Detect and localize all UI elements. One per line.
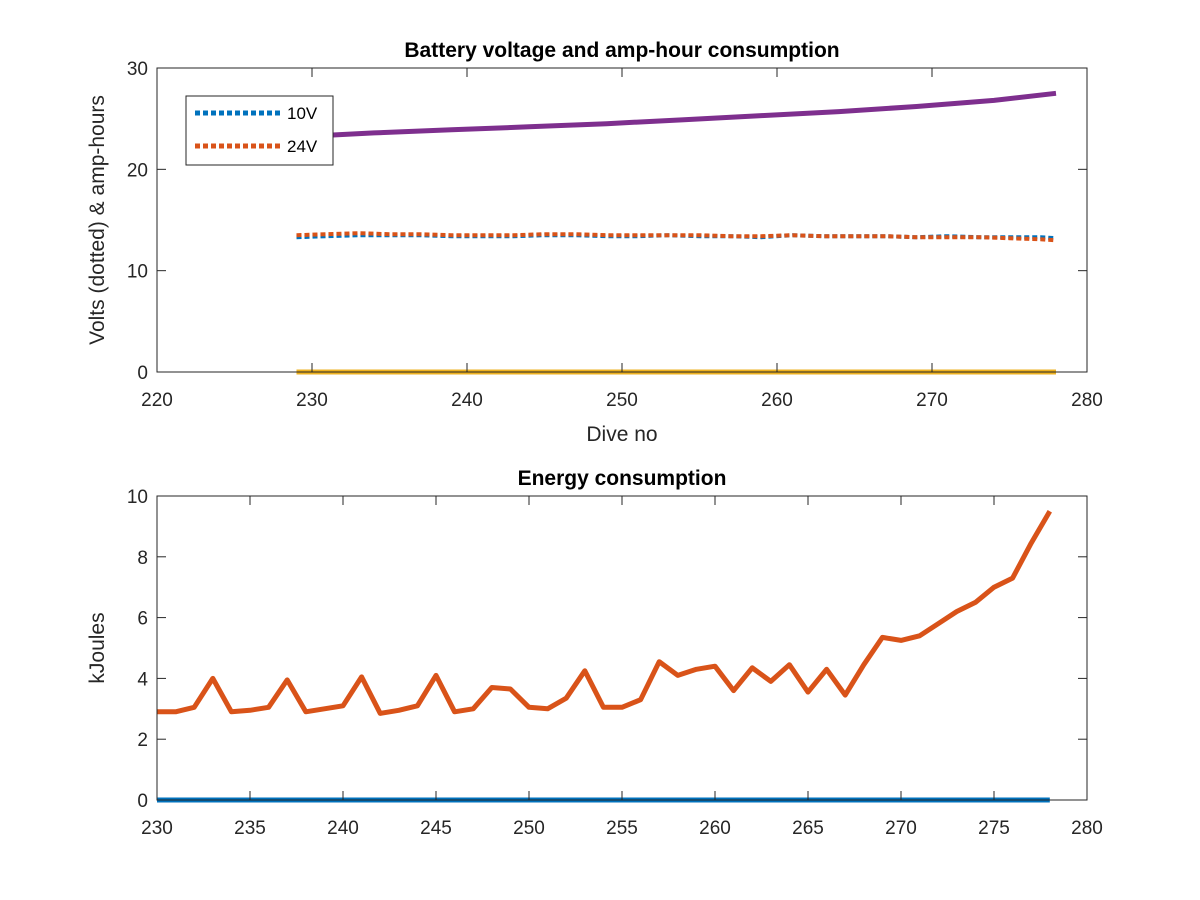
bottom-y-tick-label: 0 bbox=[137, 791, 148, 812]
top-series-line-2 bbox=[296, 90, 1057, 140]
top-y-axis-label: Volts (dotted) & amp-hours bbox=[86, 95, 109, 345]
bottom-y-tick-label: 8 bbox=[137, 548, 148, 569]
voltage-amphour-panel: 220 230 240 250 260 270 280 0 10 20 30 Battery vol… bbox=[86, 39, 1103, 446]
top-x-tick-label: 220 bbox=[141, 390, 173, 411]
legend: 10V 24V bbox=[185, 95, 334, 166]
bottom-y-axis-label: kJoules bbox=[86, 612, 109, 683]
bottom-y-tick-label: 10 bbox=[127, 487, 148, 508]
top-y-tick-label: 20 bbox=[127, 160, 148, 181]
top-x-tick-label: 240 bbox=[451, 390, 483, 411]
bottom-y-tick-label: 2 bbox=[137, 730, 148, 751]
bottom-y-tick-label: 4 bbox=[137, 669, 148, 690]
top-chart-title: Battery voltage and amp-hour consumption bbox=[404, 39, 839, 62]
bottom-ticks-group: 230 235 240 245 250 255 260 265 270 275 280 0 2 4 6 8 10 bbox=[127, 487, 1103, 839]
bottom-plot-area bbox=[157, 496, 1087, 800]
bottom-x-tick-label: 270 bbox=[885, 818, 917, 839]
bottom-x-tick-label: 230 bbox=[141, 818, 173, 839]
bottom-x-tick-label: 260 bbox=[699, 818, 731, 839]
bottom-series-line-0 bbox=[157, 509, 1052, 716]
top-series-line-1 bbox=[296, 231, 1057, 243]
bottom-chart-title: Energy consumption bbox=[518, 467, 727, 490]
top-x-tick-label: 280 bbox=[1071, 390, 1103, 411]
legend-label-24v: 24V bbox=[287, 137, 318, 156]
top-x-tick-label: 230 bbox=[296, 390, 328, 411]
legend-label-10v: 10V bbox=[287, 104, 318, 123]
bottom-x-tick-label: 275 bbox=[978, 818, 1010, 839]
legend-box bbox=[185, 95, 334, 166]
top-y-tick-label: 30 bbox=[127, 59, 148, 80]
top-x-tick-label: 250 bbox=[606, 390, 638, 411]
top-y-tick-label: 10 bbox=[127, 262, 148, 283]
bottom-y-tick-label: 6 bbox=[137, 609, 148, 630]
energy-panel: 230 235 240 245 250 255 260 265 270 275 280 0 2 4 6 8 10… bbox=[86, 467, 1103, 839]
bottom-x-tick-label: 240 bbox=[327, 818, 359, 839]
top-y-tick-label: 0 bbox=[137, 363, 148, 384]
bottom-x-tick-label: 265 bbox=[792, 818, 824, 839]
top-x-tick-label: 270 bbox=[916, 390, 948, 411]
bottom-x-tick-label: 245 bbox=[420, 818, 452, 839]
bottom-x-tick-label: 280 bbox=[1071, 818, 1103, 839]
bottom-x-tick-label: 250 bbox=[513, 818, 545, 839]
top-x-axis-label: Dive no bbox=[586, 423, 657, 446]
bottom-x-tick-label: 235 bbox=[234, 818, 266, 839]
top-ticks-group: 220 230 240 250 260 270 280 0 10 20 30 bbox=[127, 59, 1103, 411]
top-x-tick-label: 260 bbox=[761, 390, 793, 411]
bottom-x-tick-label: 255 bbox=[606, 818, 638, 839]
